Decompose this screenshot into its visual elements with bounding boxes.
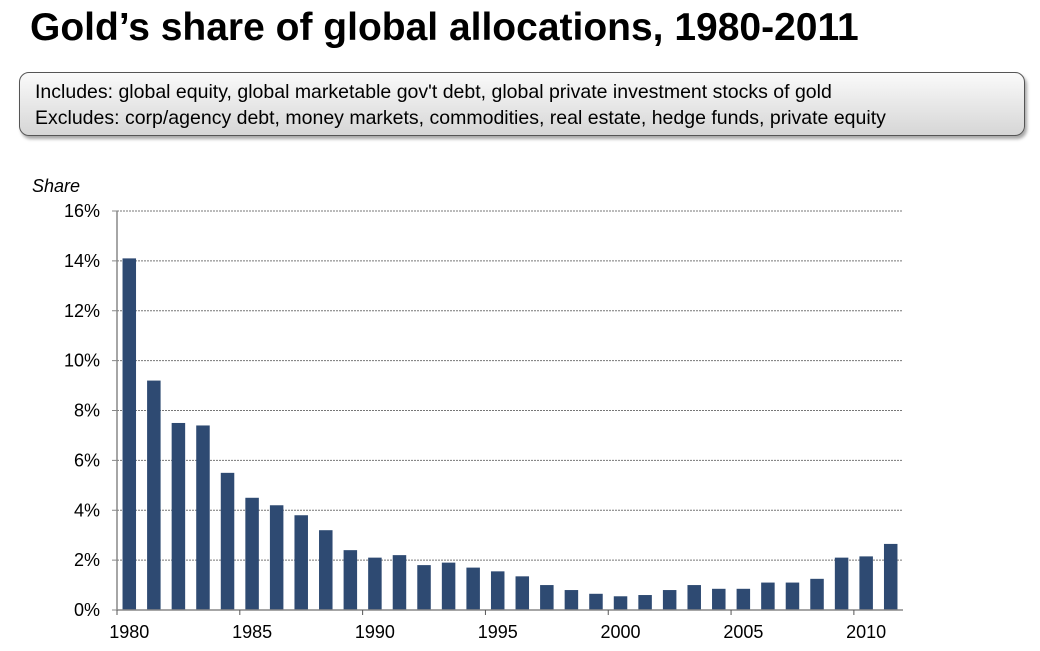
y-axis-label: Share <box>32 176 80 196</box>
y-tick-label: 14% <box>64 251 100 271</box>
bar-2010 <box>859 556 873 610</box>
bar-1982 <box>171 422 186 610</box>
y-tick-label: 6% <box>74 450 100 470</box>
bar-2001 <box>638 595 652 610</box>
bar-1984 <box>220 472 235 610</box>
bar-1995 <box>490 571 505 610</box>
bar-1998 <box>564 590 579 610</box>
bar-2011 <box>883 543 898 610</box>
bar-1990 <box>368 557 382 610</box>
scope-note-box: Includes: global equity, global marketab… <box>19 72 1025 136</box>
bar-2000 <box>613 596 628 610</box>
bar-1989 <box>343 550 358 610</box>
y-tick-label: 10% <box>64 351 100 371</box>
bar-2009 <box>834 557 849 610</box>
bar-1996 <box>515 576 530 610</box>
x-tick-label: 2010 <box>846 622 886 642</box>
x-tick-label: 2000 <box>601 622 641 642</box>
bar-2006 <box>761 582 775 610</box>
includes-text: Includes: global equity, global marketab… <box>35 81 832 103</box>
bar-2002 <box>662 590 677 610</box>
bar-1988 <box>319 530 333 610</box>
bar-2003 <box>687 585 701 610</box>
bar-1980 <box>122 258 137 610</box>
bar-1983 <box>196 425 210 610</box>
bar-2004 <box>712 588 726 610</box>
bar-2005 <box>736 588 751 610</box>
bar-1992 <box>417 565 431 610</box>
bar-1981 <box>147 380 161 610</box>
x-tick-label: 1980 <box>109 622 149 642</box>
bar-1997 <box>540 585 554 610</box>
y-tick-label: 8% <box>74 401 100 421</box>
x-tick-label: 1990 <box>355 622 395 642</box>
x-tick-label: 1995 <box>478 622 518 642</box>
bar-1985 <box>245 497 259 610</box>
chart-title: Gold’s share of global allocations, 1980… <box>30 6 859 49</box>
bar-1986 <box>269 505 284 610</box>
excludes-text: Excludes: corp/agency debt, money market… <box>35 107 886 129</box>
bar-1987 <box>294 515 308 610</box>
x-tick-label: 2005 <box>723 622 763 642</box>
y-tick-label: 4% <box>74 500 100 520</box>
bar-1993 <box>441 562 456 610</box>
y-tick-label: 2% <box>74 550 100 570</box>
bar-1999 <box>589 593 603 610</box>
bar-1991 <box>392 555 407 610</box>
bar-1994 <box>466 567 480 610</box>
y-tick-label: 12% <box>64 301 100 321</box>
bar-2008 <box>810 578 824 610</box>
y-tick-label: 16% <box>64 201 100 221</box>
y-tick-label: 0% <box>74 600 100 620</box>
bar-2007 <box>785 582 800 610</box>
x-tick-label: 1985 <box>232 622 272 642</box>
